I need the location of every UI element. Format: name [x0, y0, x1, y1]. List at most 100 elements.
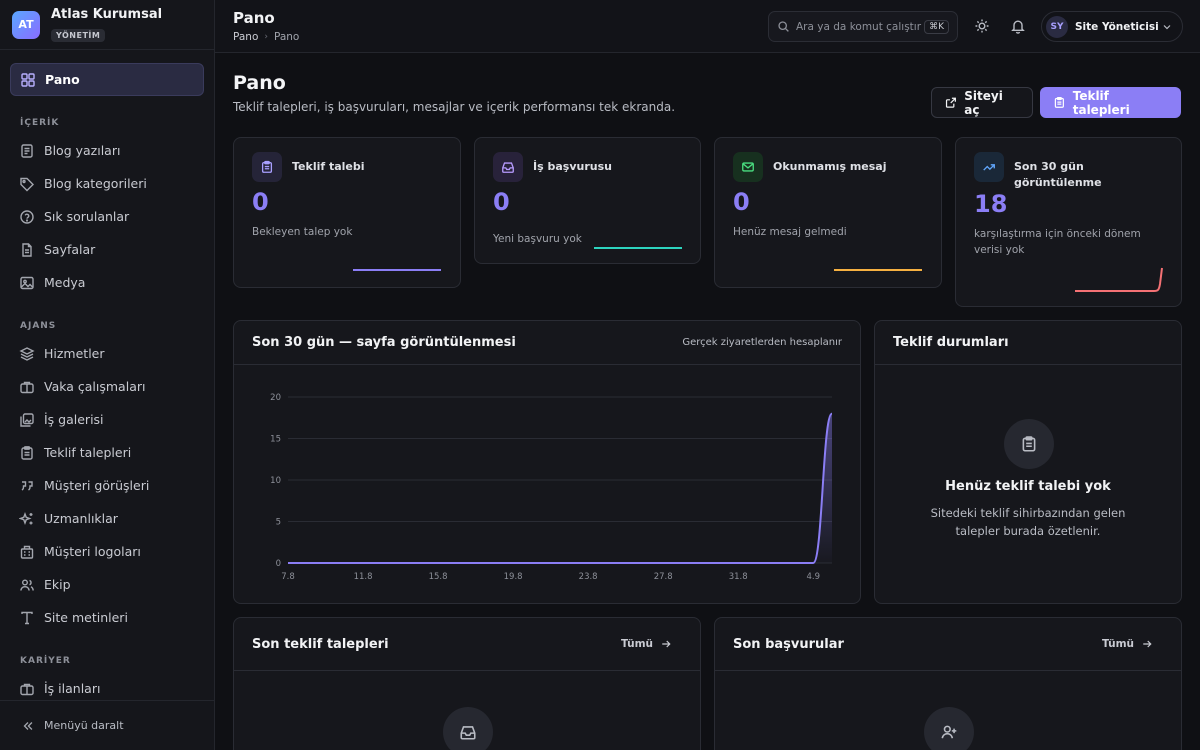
quote-icon — [21, 480, 33, 491]
sidebar-item-quote-requests[interactable]: Teklif talepleri — [10, 436, 204, 469]
x-tick-label: 23.8 — [579, 572, 598, 582]
open-site-button[interactable]: Siteyi aç — [931, 87, 1033, 118]
stat-icon-box — [733, 152, 763, 182]
sun-icon[interactable] — [974, 18, 990, 34]
tag-icon — [20, 177, 34, 191]
sidebar-item-label: Medya — [44, 275, 86, 290]
empty-state-line: Sitedeki teklif sihirbazından gelen — [930, 506, 1126, 520]
sidebar-item-team[interactable]: Ekip — [10, 568, 204, 601]
stat-card-applications[interactable]: İş başvurusu 0 Yeni başvuru yok — [474, 137, 701, 264]
main-content: Pano Teklif talepleri, iş başvuruları, m… — [215, 53, 1200, 750]
page-subtitle: Teklif talepleri, iş başvuruları, mesajl… — [233, 100, 676, 114]
sidebar-item-label: Site metinleri — [44, 610, 128, 625]
sidebar-item-client-logos[interactable]: Müşteri logoları — [10, 535, 204, 568]
x-tick-label: 7.8 — [281, 572, 295, 582]
chevron-down-icon — [1163, 24, 1171, 29]
quote-requests-label: Teklif talepleri — [1072, 88, 1130, 117]
sidebar-item-gallery[interactable]: İş galerisi — [10, 403, 204, 436]
sidebar-item-blog-posts[interactable]: Blog yazıları — [10, 134, 204, 167]
sidebar-item-site-texts[interactable]: Site metinleri — [10, 601, 204, 634]
sidebar-item-label: Sık sorulanlar — [44, 209, 130, 224]
sidebar-item-label: Blog yazıları — [44, 143, 121, 158]
topbar: Pano Pano › Pano ⌘K SY Site Yöneticisi — [215, 0, 1200, 53]
sparkles-icon — [19, 511, 33, 525]
sidebar-item-media[interactable]: Medya — [10, 266, 204, 299]
open-site-label: Siteyi aç — [964, 88, 1003, 117]
stat-value: 0 — [493, 188, 510, 216]
stat-value: 18 — [974, 190, 1008, 218]
x-tick-label: 15.8 — [429, 572, 448, 582]
x-tick-label: 11.8 — [354, 572, 373, 582]
sidebar-item-pages[interactable]: Sayfalar — [10, 233, 204, 266]
breadcrumb-item[interactable]: Pano — [233, 31, 259, 43]
chart-area-fill — [288, 413, 832, 563]
sparkline — [834, 269, 922, 271]
stat-card-quotes[interactable]: Teklif talebi 0 Bekleyen talep yok — [233, 137, 461, 288]
y-tick-label: 15 — [270, 435, 281, 445]
empty-state-icon — [443, 707, 493, 750]
recent-applications-panel: Son başvurular Tümü — [714, 617, 1182, 750]
external-link-icon — [945, 97, 956, 108]
page-icon — [22, 242, 32, 257]
empty-state-description: Sitedeki teklif sihirbazından gelen tale… — [875, 504, 1181, 540]
y-tick-label: 20 — [270, 393, 281, 403]
sidebar-item-label: Blog kategorileri — [44, 176, 147, 191]
clipboard-icon — [1022, 436, 1036, 452]
stat-icon-box — [974, 152, 1004, 182]
views-chart-panel: Son 30 gün — sayfa görüntülenmesi Gerçek… — [233, 320, 861, 604]
stat-icon-box — [493, 152, 523, 182]
panel-title: Son başvurular — [733, 636, 844, 652]
sidebar-item-job-listings[interactable]: İş ilanları — [10, 672, 204, 705]
search-input[interactable] — [796, 20, 924, 33]
stat-value: 0 — [252, 188, 269, 216]
sidebar-item-faq[interactable]: Sık sorulanlar — [10, 200, 204, 233]
mail-icon — [742, 162, 754, 172]
bell-icon[interactable] — [1010, 18, 1026, 34]
stat-description: karşılaştırma için önceki dönem verisi y… — [974, 228, 1141, 256]
stat-card-messages[interactable]: Okunmamış mesaj 0 Henüz mesaj gelmedi — [714, 137, 942, 288]
breadcrumb-separator-icon: › — [264, 32, 268, 42]
brand[interactable]: AT Atlas Kurumsal YÖNETİM — [0, 0, 214, 50]
sidebar-item-expertise[interactable]: Uzmanlıklar — [10, 502, 204, 535]
view-all-link[interactable]: Tümü — [1102, 638, 1153, 650]
stat-description: Bekleyen talep yok — [252, 226, 353, 238]
user-menu[interactable]: SY Site Yöneticisi — [1041, 11, 1183, 42]
page-title: Pano — [233, 72, 286, 94]
empty-state-icon — [924, 707, 974, 750]
view-all-label: Tümü — [620, 638, 653, 650]
sidebar-item-label: Uzmanlıklar — [44, 511, 118, 526]
sidebar-nav: Pano İÇERİK Blog yazıları Blog kategoril… — [0, 50, 214, 705]
building-icon — [20, 545, 34, 559]
sidebar-item-label: Teklif talepleri — [44, 445, 132, 460]
user-plus-icon — [941, 725, 957, 739]
stat-description: Yeni başvuru yok — [493, 233, 582, 245]
sidebar-item-services[interactable]: Hizmetler — [10, 337, 204, 370]
empty-state-title: Henüz teklif talebi yok — [945, 479, 1111, 494]
sidebar-item-testimonials[interactable]: Müşteri görüşleri — [10, 469, 204, 502]
user-name: Site Yöneticisi — [1075, 20, 1159, 33]
view-all-link[interactable]: Tümü — [621, 638, 672, 650]
search-shortcut: ⌘K — [924, 19, 949, 34]
quote-requests-button[interactable]: Teklif talepleri — [1040, 87, 1181, 118]
sidebar-item-blog-categories[interactable]: Blog kategorileri — [10, 167, 204, 200]
sidebar-item-label: İş galerisi — [44, 412, 104, 427]
stat-label: İş başvurusu — [533, 160, 612, 173]
trending-up-icon — [983, 164, 995, 171]
stat-card-views[interactable]: Son 30 gün görüntülenme 18 karşılaştırma… — [955, 137, 1182, 307]
y-tick-label: 10 — [270, 476, 281, 486]
clipboard-icon — [261, 160, 273, 173]
sidebar-item-pano[interactable]: Pano — [10, 63, 204, 96]
sidebar-section-title: AJANS — [20, 321, 57, 331]
sparkline — [353, 269, 441, 271]
gallery-icon — [20, 412, 34, 427]
x-tick-label: 4.9 — [806, 572, 820, 582]
empty-state-line: talepler burada özetlenir. — [955, 524, 1101, 538]
search-box[interactable]: ⌘K — [768, 11, 958, 42]
sidebar-item-label: Vaka çalışmaları — [44, 379, 146, 394]
quote-status-panel: Teklif durumları Henüz teklif talebi yok… — [874, 320, 1182, 604]
collapse-menu-button[interactable]: Menüyü daralt — [0, 700, 214, 750]
arrow-right-icon — [1143, 640, 1152, 648]
sidebar-item-case-studies[interactable]: Vaka çalışmaları — [10, 370, 204, 403]
sidebar-item-label: Sayfalar — [44, 242, 96, 257]
sidebar-item-label: Pano — [45, 72, 80, 87]
